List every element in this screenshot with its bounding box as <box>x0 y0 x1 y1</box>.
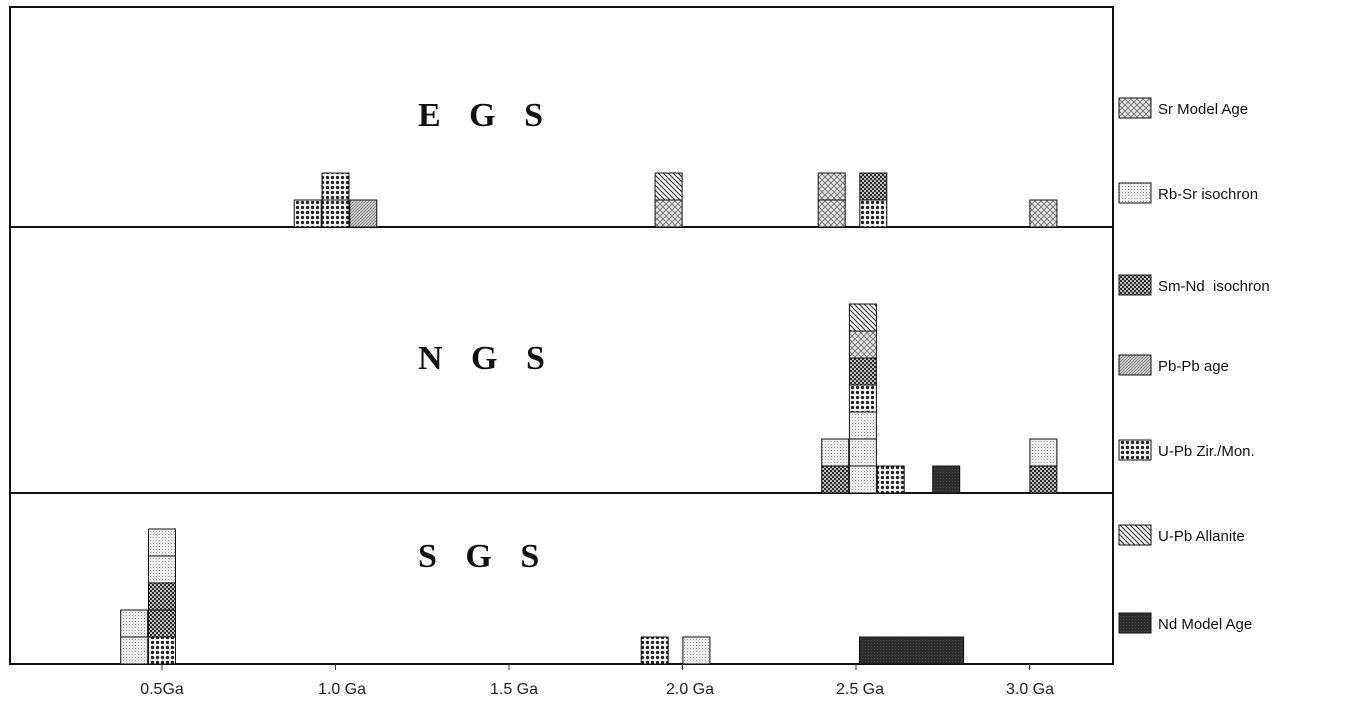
tick-label-1.5: 1.5 Ga <box>490 681 538 698</box>
legend-label-upb-allanite: U-Pb Allanite <box>1158 528 1245 545</box>
legend-label-sr-model: Sr Model Age <box>1158 101 1248 118</box>
tick-label-0.5: 0.5Ga <box>140 681 184 698</box>
box-p2-s1-4-rbsr <box>148 528 176 557</box>
box-p0-s6-0-sr-model <box>1029 199 1058 228</box>
box-p0-s1-0-upb-zir <box>321 199 350 228</box>
box-p0-s5-1-smnd <box>859 172 888 201</box>
box-p1-s1-2-rbsr <box>848 411 877 440</box>
tick-label-1.0: 1.0 Ga <box>318 681 366 698</box>
box-p1-s4-1-rbsr <box>1029 438 1058 467</box>
box-p0-s2-0-pbpb <box>349 199 378 228</box>
box-p2-s2-0-upb-zir <box>640 636 669 665</box>
legend: Sr Model Age Rb-Sr isochron Sm-Nd isochr… <box>1118 97 1270 634</box>
legend-label-upb-zir: U-Pb Zir./Mon. <box>1158 443 1255 460</box>
box-p2-s1-2-smnd <box>148 582 176 611</box>
box-p2-s3-0-rbsr <box>682 636 711 665</box>
box-p1-s1-6-upb-allanite <box>848 303 877 332</box>
box-p1-s4-0-smnd <box>1029 465 1058 494</box>
box-p2-s1-1-smnd <box>148 609 176 638</box>
panel-title-ngs: N G S <box>418 340 555 377</box>
x-axis: 0.5Ga 1.0 Ga 1.5 Ga 2.0 Ga 2.5 Ga 3.0 Ga <box>140 664 1054 698</box>
box-p1-s1-5-sr-model <box>848 330 877 359</box>
legend-swatch-sr-model <box>1118 97 1152 119</box>
box-p2-s0-0-rbsr <box>120 636 149 665</box>
box-p0-s3-0-sr-model <box>654 199 683 228</box>
chart-marks <box>120 172 1058 665</box>
panel-title-sgs: S G S <box>418 538 549 575</box>
legend-swatch-upb-allanite <box>1118 524 1152 546</box>
x-ticks <box>161 664 1030 670</box>
box-p1-s1-0-rbsr <box>848 465 877 494</box>
box-p0-s4-1-sr-model <box>817 172 846 201</box>
tick-label-3.0: 3.0 Ga <box>1006 681 1054 698</box>
box-p1-s0-1-rbsr <box>821 438 850 467</box>
box-p1-s1-4-smnd <box>848 357 877 386</box>
tick-label-2.0: 2.0 Ga <box>666 681 714 698</box>
box-p2-s1-3-rbsr <box>148 555 176 584</box>
legend-swatch-smnd <box>1118 274 1152 296</box>
legend-swatch-pbpb <box>1118 354 1152 376</box>
panel-titles: E G S N G S S G S <box>418 97 555 575</box>
box-p0-s3-1-upb-allanite <box>654 172 683 201</box>
plot-frame <box>9 6 1114 665</box>
tick-label-2.5: 2.5 Ga <box>836 681 884 698</box>
box-p0-s5-0-upb-zir <box>859 199 888 228</box>
box-p0-s0-0-upb-zir <box>293 199 322 228</box>
box-p0-s1-1-upb-zir <box>321 172 350 201</box>
legend-swatch-nd-model <box>1118 612 1152 634</box>
box-p2-s1-0-upb-zir <box>148 636 176 665</box>
panel-title-egs: E G S <box>418 97 553 134</box>
box-p1-s1-3-upb-zir <box>848 384 877 413</box>
legend-label-pbpb: Pb-Pb age <box>1158 358 1229 375</box>
box-p1-s2-0-upb-zir <box>876 465 905 494</box>
box-p1-s0-0-smnd <box>821 465 850 494</box>
legend-label-smnd: Sm-Nd isochron <box>1158 278 1270 295</box>
box-p2-s0-1-rbsr <box>120 609 149 638</box>
box-p1-s3-0-nd-model <box>932 465 961 494</box>
legend-label-rbsr: Rb-Sr isochron <box>1158 186 1258 203</box>
legend-swatch-upb-zir <box>1118 439 1152 461</box>
range-p2-0-nd-model <box>859 636 965 665</box>
box-p1-s1-1-rbsr <box>848 438 877 467</box>
legend-label-nd-model: Nd Model Age <box>1158 616 1252 633</box>
legend-swatch-rbsr <box>1118 182 1152 204</box>
box-p0-s4-0-sr-model <box>817 199 846 228</box>
